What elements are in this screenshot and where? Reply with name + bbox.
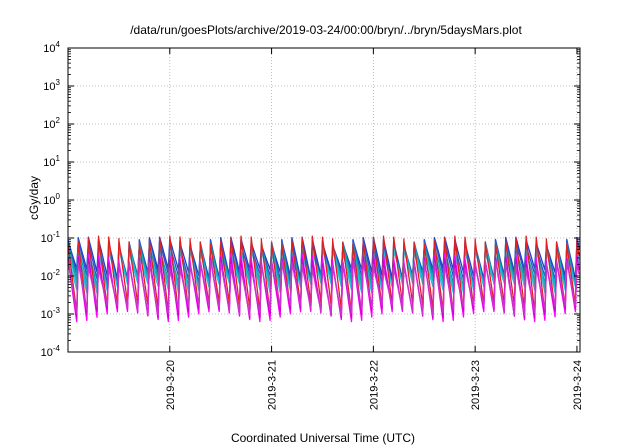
series-group	[67, 235, 580, 323]
y-axis: 10-4 10-3 10-2 10-1 100 101 102 103 104	[41, 40, 580, 359]
y-tick-label: 100	[43, 192, 60, 207]
x-tick-label: 2019-3-23	[470, 360, 482, 410]
series-line	[67, 260, 580, 317]
x-tick-label: 2019-3-20	[165, 360, 177, 410]
chart-title: /data/run/goesPlots/archive/2019-03-24/0…	[130, 23, 522, 37]
y-tick-label: 101	[43, 154, 60, 169]
y-tick-label: 104	[43, 40, 60, 55]
y-axis-label: cGy/day	[27, 176, 41, 220]
x-axis: 2019-3-20 2019-3-21 2019-3-22 2019-3-23 2019…	[165, 48, 584, 410]
x-axis-label: Coordinated Universal Time (UTC)	[231, 431, 415, 445]
y-tick-label: 10-4	[41, 344, 61, 359]
x-tick-label: 2019-3-22	[368, 360, 380, 410]
y-tick-label: 102	[43, 116, 60, 131]
y-tick-label: 10-2	[41, 268, 61, 283]
x-tick-label: 2019-3-21	[267, 360, 279, 410]
y-tick-label: 10-1	[41, 230, 61, 245]
y-tick-label: 10-3	[41, 306, 61, 321]
y-tick-label: 103	[43, 78, 60, 93]
x-tick-label: 2019-3-24	[572, 360, 584, 410]
